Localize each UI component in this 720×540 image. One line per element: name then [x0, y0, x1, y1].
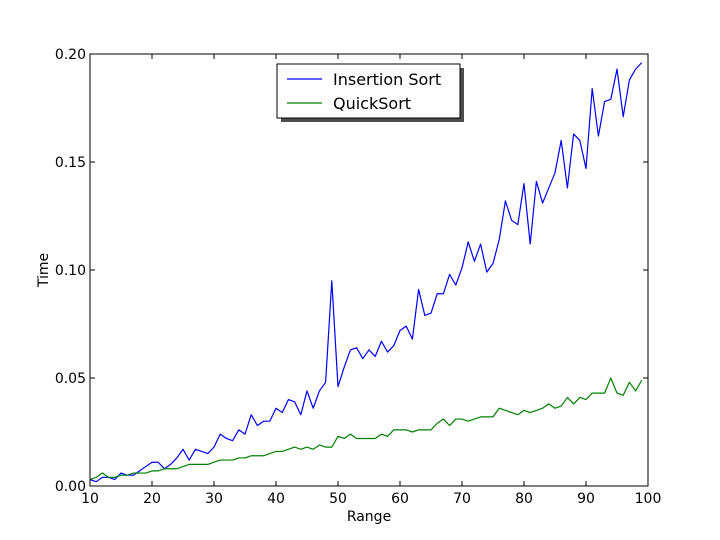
y-tick-label: 0.10 — [55, 263, 86, 279]
x-tick-label: 20 — [143, 491, 161, 507]
x-axis-label: Range — [347, 509, 391, 525]
tick-layer: 10 20 30 40 50 60 70 80 90 100 0.00 0.05 0.10 0.15 0.2… — [55, 47, 662, 507]
series-layer — [89, 62, 643, 483]
y-tick-label: 0.05 — [55, 371, 86, 387]
y-tick-label: 0.00 — [55, 479, 86, 495]
y-tick-label: 0.20 — [55, 47, 86, 63]
legend-label-insertion-sort: Insertion Sort — [333, 70, 441, 89]
x-tick-label: 60 — [391, 491, 409, 507]
series-line-insertion-sort — [89, 62, 643, 483]
x-tick-label: 70 — [453, 491, 471, 507]
legend: Insertion Sort QuickSort — [276, 63, 464, 122]
x-tick-label: 10 — [81, 491, 99, 507]
x-tick-label: 90 — [577, 491, 595, 507]
y-axis-label: Time — [36, 253, 52, 288]
y-tick-label: 0.15 — [55, 155, 86, 171]
series-line-quicksort — [89, 377, 643, 481]
x-tick-label: 40 — [267, 491, 285, 507]
x-tick-label: 30 — [205, 491, 223, 507]
legend-box — [276, 63, 461, 119]
x-tick-label: 50 — [329, 491, 347, 507]
legend-label-quicksort: QuickSort — [333, 94, 411, 113]
x-tick-label: 80 — [515, 491, 533, 507]
x-tick-label: 100 — [635, 491, 662, 507]
